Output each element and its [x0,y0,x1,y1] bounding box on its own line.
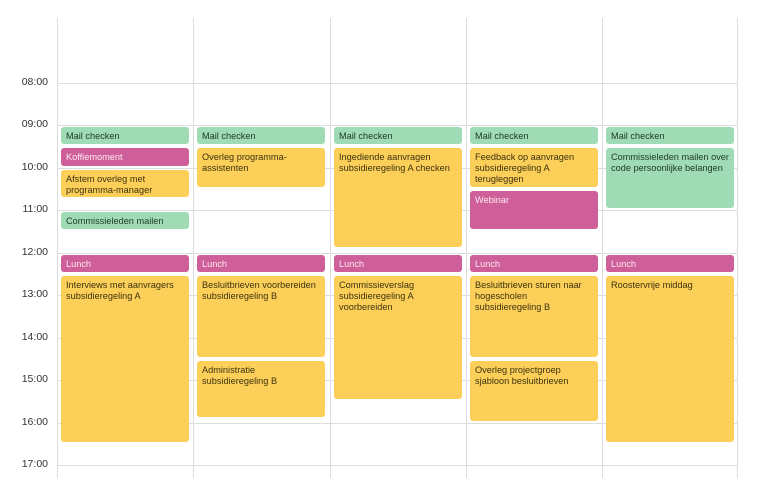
grid-column-line [330,18,331,478]
calendar-event[interactable]: Lunch [606,254,734,272]
time-label: 12:00 [21,246,48,258]
calendar-event[interactable]: Commissieleden mailen over code persoonl… [606,148,734,208]
event-title: Mail checken [66,131,120,141]
event-title: Mail checken [475,131,529,141]
grid-column-line [602,18,603,478]
calendar-event[interactable]: Commissieverslag subsidieregeling A voor… [334,275,462,400]
calendar-event[interactable]: Lunch [61,254,189,272]
event-title: Mail checken [339,131,393,141]
calendar-event[interactable]: Mail checken [470,127,598,145]
calendar-event[interactable]: Afstem overleg met programma-manager [61,169,189,198]
calendar-event[interactable]: Commissieleden mailen [61,212,189,230]
grid-column-line [737,18,738,478]
calendar-event[interactable]: Lunch [334,254,462,272]
grid-hour-line [57,125,737,126]
event-title: Overleg projectgroep sjabloon besluitbri… [475,364,569,386]
calendar-event[interactable]: Mail checken [61,127,189,145]
event-title: Feedback op aanvragen subsidieregeling A… [475,152,575,185]
grid-hour-line [57,423,737,424]
event-title: Lunch [475,258,501,269]
event-title: Koffiemoment [66,152,123,163]
calendar-event[interactable]: Mail checken [606,127,734,145]
calendar-event[interactable]: Roostervrije middag [606,275,734,442]
calendar-event[interactable]: Koffiemoment [61,148,189,166]
calendar-event[interactable]: Overleg programma-assistenten [197,148,325,187]
calendar-event[interactable]: Besluitbrieven voorbereiden subsidierege… [197,275,325,357]
event-title: Lunch [202,258,228,269]
calendar-event[interactable]: Lunch [470,254,598,272]
event-title: Besluitbrieven sturen naar hogescholen s… [475,279,582,312]
event-title: Besluitbrieven voorbereiden subsidierege… [202,279,316,301]
time-label: 15:00 [21,373,48,385]
event-title: Commissieleden mailen over code persoonl… [611,152,729,174]
grid-hour-line [57,253,737,254]
event-title: Lunch [611,258,637,269]
time-label: 13:00 [21,288,48,300]
event-title: Afstem overleg met programma-manager [66,173,153,195]
calendar-event[interactable]: Lunch [197,254,325,272]
event-title: Webinar [475,194,510,205]
time-label: 10:00 [21,161,48,173]
grid-hour-line [57,83,737,84]
time-label: 17:00 [21,458,48,470]
calendar-event[interactable]: Besluitbrieven sturen naar hogescholen s… [470,275,598,357]
calendar-event[interactable]: Interviews met aanvragers subsidieregeli… [61,275,189,442]
calendar-event[interactable]: Feedback op aanvragen subsidieregeling A… [470,148,598,187]
calendar-event[interactable]: Overleg projectgroep sjabloon besluitbri… [470,360,598,421]
grid-column-line [193,18,194,478]
event-title: Administratie subsidieregeling B [202,364,278,386]
grid-column-line [466,18,467,478]
grid-hour-line [57,465,737,466]
event-title: Commissieleden mailen [66,216,164,226]
event-title: Commissieverslag subsidieregeling A voor… [339,279,415,312]
event-title: Lunch [339,258,365,269]
event-title: Lunch [66,258,92,269]
calendar-event[interactable]: Webinar [470,190,598,230]
calendar-event[interactable]: Ingediende aanvragen subsidieregeling A … [334,148,462,247]
event-title: Mail checken [611,131,665,141]
calendar-event[interactable]: Administratie subsidieregeling B [197,360,325,417]
time-label: 09:00 [21,118,48,130]
time-label: 16:00 [21,416,48,428]
event-title: Interviews met aanvragers subsidieregeli… [66,279,174,301]
event-title: Overleg programma-assistenten [202,152,287,174]
time-label: 08:00 [21,76,48,88]
calendar-event[interactable]: Mail checken [197,127,325,145]
event-title: Roostervrije middag [611,279,693,290]
event-title: Mail checken [202,131,256,141]
grid-column-line [57,18,58,478]
calendar-event[interactable]: Mail checken [334,127,462,145]
time-label: 11:00 [22,203,49,215]
time-label: 14:00 [21,331,48,343]
event-title: Ingediende aanvragen subsidieregeling A … [339,152,450,174]
